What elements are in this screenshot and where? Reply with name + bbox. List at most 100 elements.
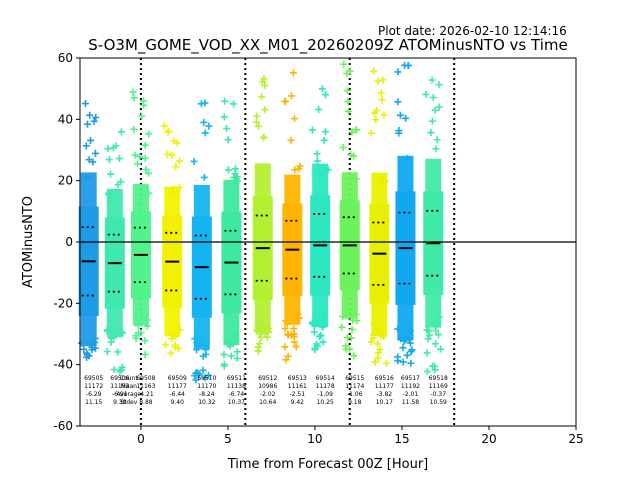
stats-row-label: Average — [116, 391, 141, 398]
group-stat-label: 11161 — [288, 383, 307, 390]
outlier-point — [230, 173, 238, 181]
outlier-point — [168, 151, 176, 159]
outlier-point — [265, 324, 273, 332]
outlier-point — [320, 136, 328, 144]
outlier-point — [140, 314, 148, 322]
outlier-point — [407, 327, 415, 335]
outlier-point — [281, 343, 289, 351]
outlier-point — [164, 128, 172, 136]
chart-title: S-O3M_GOME_VOD_XX_M01_20260209Z ATOMinus… — [88, 36, 567, 55]
outlier-point — [175, 344, 183, 352]
outlier-point — [197, 340, 205, 348]
outlier-point — [399, 344, 407, 352]
outlier-point — [339, 144, 347, 152]
group-stat-label: 10.17 — [376, 399, 393, 406]
outlier-point — [403, 154, 411, 162]
group-stat-label: 69509 — [168, 375, 187, 382]
group-stat-label: 69510 — [197, 375, 216, 382]
outlier-point — [353, 317, 361, 325]
outlier-point — [370, 320, 378, 328]
outlier-point — [432, 340, 440, 348]
outlier-point — [194, 335, 202, 343]
outlier-point — [109, 144, 117, 152]
group-stat-label: 8.88 — [139, 399, 153, 406]
outlier-point — [173, 322, 181, 330]
group-stat-label: 69518 — [429, 375, 448, 382]
outlier-point — [190, 157, 198, 165]
outlier-point — [433, 319, 441, 327]
outlier-point — [394, 98, 402, 106]
outlier-point — [107, 338, 115, 346]
stats-row-label: Mean — [121, 383, 138, 390]
outlier-point — [373, 106, 381, 114]
outlier-point — [162, 341, 170, 349]
outlier-point — [167, 349, 175, 357]
outlier-point — [281, 97, 289, 105]
outlier-point — [348, 174, 356, 182]
outlier-point — [117, 128, 125, 136]
outlier-point — [382, 359, 390, 367]
outlier-point — [315, 317, 323, 325]
outlier-point — [176, 157, 184, 165]
outlier-point — [87, 136, 95, 144]
outlier-point — [229, 100, 237, 108]
y-tick-label: -20 — [53, 296, 73, 310]
outlier-point — [172, 163, 180, 171]
outlier-point — [254, 343, 262, 351]
outlier-point — [435, 313, 443, 321]
outlier-point — [231, 165, 239, 173]
stats-row-label: Count — [120, 375, 138, 382]
outlier-point — [407, 348, 415, 356]
outlier-point — [402, 114, 410, 122]
outlier-point — [401, 61, 409, 69]
stats-row-label: Stdev — [120, 399, 138, 406]
outlier-point — [371, 358, 379, 366]
group-stat-label: -1.06 — [347, 391, 363, 398]
outlier-point — [290, 338, 298, 346]
group-stat-label: 11172 — [84, 383, 103, 390]
outlier-point — [163, 150, 171, 158]
outlier-point — [372, 116, 380, 124]
outlier-point — [382, 177, 390, 185]
group-stat-label: 10.37 — [228, 399, 245, 406]
group-stat-label: -6.74 — [229, 391, 245, 398]
outlier-point — [353, 126, 361, 134]
outlier-point — [343, 70, 351, 78]
outlier-point — [348, 325, 356, 333]
group-stat-label: 11178 — [316, 383, 335, 390]
outlier-point — [284, 352, 292, 360]
outlier-point — [423, 326, 431, 334]
group-stat-label: 69516 — [375, 375, 394, 382]
group-stat-label: -0.37 — [431, 391, 447, 398]
outlier-point — [261, 82, 269, 90]
group-stat-label: 69515 — [345, 375, 364, 382]
group-stat-label: -2.51 — [290, 391, 306, 398]
group-stat-label: 69505 — [84, 375, 103, 382]
x-tick-label: 10 — [307, 432, 322, 446]
outlier-point — [427, 129, 435, 137]
group-stat-label: 11163 — [136, 383, 155, 390]
outlier-point — [130, 94, 138, 102]
group-stat-label: 10.32 — [198, 399, 215, 406]
group-stat-label: 9.42 — [291, 399, 305, 406]
y-axis-label: ATOMinusNTO — [21, 196, 36, 288]
outlier-point — [319, 323, 327, 331]
outlier-point — [428, 362, 436, 370]
outlier-point — [140, 101, 148, 109]
outlier-point — [315, 105, 323, 113]
outlier-point — [169, 330, 177, 338]
outlier-point — [117, 178, 125, 186]
group-stat-label: 69511 — [227, 375, 246, 382]
outlier-point — [145, 189, 153, 197]
outlier-point — [83, 120, 91, 128]
outlier-point — [144, 316, 152, 324]
outlier-point — [92, 113, 100, 121]
outlier-point — [233, 354, 241, 362]
group-stat-label: 11177 — [168, 383, 187, 390]
